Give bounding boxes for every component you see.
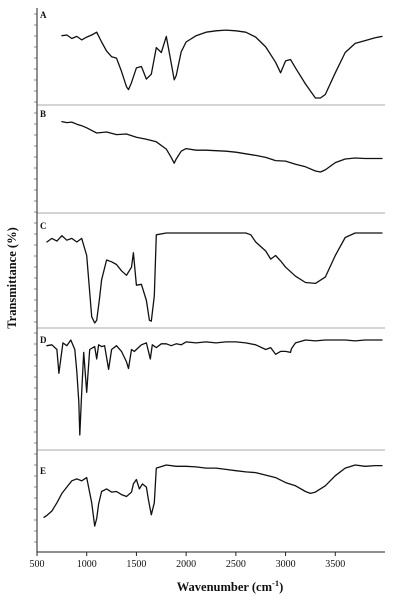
x-tick-label: 3000 bbox=[276, 559, 296, 570]
x-axis-label-unit-exponent: -1 bbox=[271, 578, 280, 588]
x-tick-label: 1000 bbox=[77, 559, 97, 570]
panel-label-a: A bbox=[40, 10, 47, 20]
panel-label-c: C bbox=[40, 221, 47, 231]
x-tick-label: 1500 bbox=[126, 559, 146, 570]
x-axis-label-close: ) bbox=[279, 580, 284, 595]
spectrum-a bbox=[61, 29, 383, 99]
panel-label-e: E bbox=[40, 466, 46, 476]
spectrum-e bbox=[43, 464, 383, 527]
y-axis-label: Transmittance (%) bbox=[5, 227, 19, 329]
x-tick-label: 2500 bbox=[226, 559, 246, 570]
spectrum-c bbox=[46, 232, 383, 324]
x-tick-label: 3500 bbox=[325, 559, 345, 570]
panel-label-b: B bbox=[40, 109, 46, 119]
x-axis-label: Wavenumber (cm-1) bbox=[120, 578, 340, 595]
x-tick-label: 2000 bbox=[176, 559, 196, 570]
x-axis-label-text: Wavenumber (cm bbox=[176, 580, 272, 595]
spectrum-b bbox=[61, 120, 383, 173]
x-tick-label: 500 bbox=[30, 559, 45, 570]
spectrum-d bbox=[46, 339, 383, 436]
panel-label-d: D bbox=[40, 335, 47, 345]
